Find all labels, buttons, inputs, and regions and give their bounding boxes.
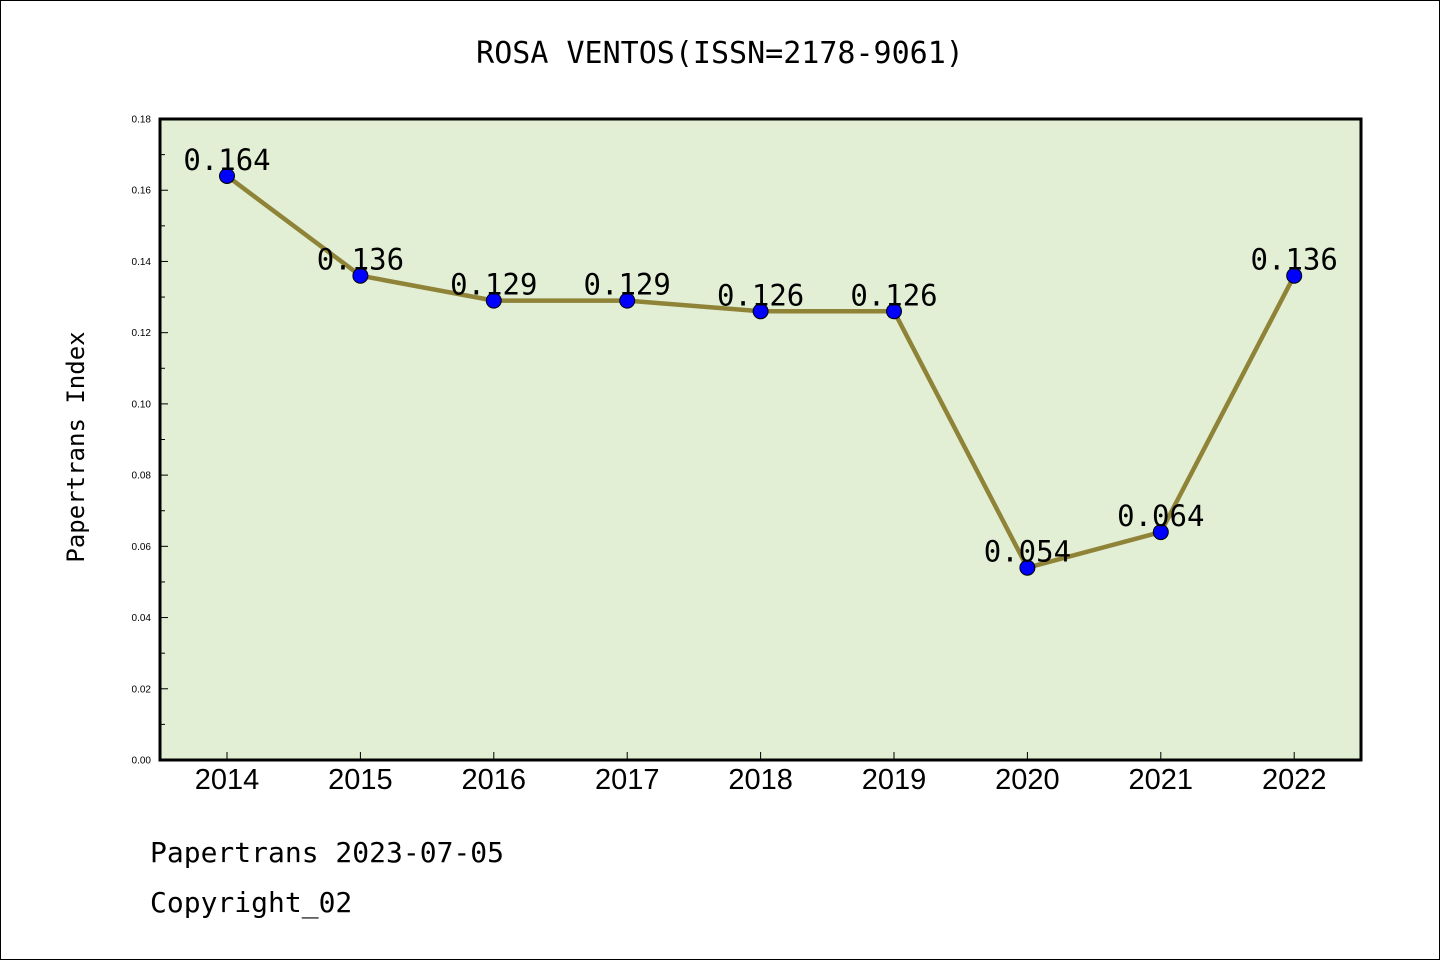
data-label: 0.064: [1117, 499, 1204, 533]
data-point: [886, 303, 902, 320]
x-tick-label: 2020: [995, 764, 1060, 796]
data-point: [619, 292, 636, 309]
chart-title: ROSA VENTOS(ISSN=2178-9061): [476, 36, 964, 71]
y-tick-label: 0.10: [132, 399, 152, 410]
data-point: [1152, 524, 1169, 541]
x-tick-label: 2016: [462, 764, 527, 796]
data-label: 0.126: [717, 278, 804, 312]
y-tick-label: 0.08: [132, 471, 152, 482]
data-label: 0.136: [317, 243, 404, 277]
x-tick-label: 2022: [1262, 764, 1327, 796]
y-tick-label: 0.00: [132, 756, 152, 767]
data-labels: 0.164 0.136 0.129 0.129 0.126 0.126 0.054 0.064…: [183, 143, 1338, 569]
y-tick-label: 0.06: [132, 542, 152, 553]
y-axis-ticks: 0.00 0.02 0.04 0.06 0.08 0.10 0.12 0.14 0.16 0.18: [132, 115, 168, 767]
data-label: 0.164: [183, 143, 270, 177]
y-tick-label: 0.12: [132, 328, 152, 339]
data-point: [752, 303, 769, 320]
data-label: 0.136: [1251, 243, 1338, 277]
data-label: 0.129: [450, 268, 537, 302]
data-label: 0.054: [984, 535, 1071, 569]
x-tick-label: 2019: [862, 764, 927, 796]
data-point: [1286, 267, 1303, 284]
data-point: [352, 267, 369, 284]
x-tick-label: 2017: [595, 764, 660, 796]
y-tick-label: 0.14: [132, 257, 152, 268]
y-tick-label: 0.04: [132, 613, 152, 624]
x-tick-label: 2018: [728, 764, 793, 796]
data-point: [1019, 559, 1036, 576]
x-axis-ticks: 2014 2015 2016 2017 2018 2019 2020 2021 2022: [195, 752, 1327, 796]
footer-date: Papertrans 2023-07-05: [150, 836, 505, 869]
data-point: [485, 292, 502, 309]
data-point: [219, 167, 235, 184]
x-tick-label: 2021: [1129, 764, 1194, 796]
footer-copyright: Copyright_02: [150, 886, 353, 919]
y-tick-label: 0.02: [132, 684, 152, 695]
x-tick-label: 2014: [195, 764, 260, 796]
y-tick-label: 0.16: [132, 186, 152, 197]
data-points: [219, 167, 1303, 576]
y-tick-label: 0.18: [132, 115, 152, 126]
data-label: 0.126: [850, 278, 937, 312]
plot-area: [158, 117, 1363, 762]
data-label: 0.129: [584, 268, 671, 302]
x-tick-label: 2015: [328, 764, 393, 796]
